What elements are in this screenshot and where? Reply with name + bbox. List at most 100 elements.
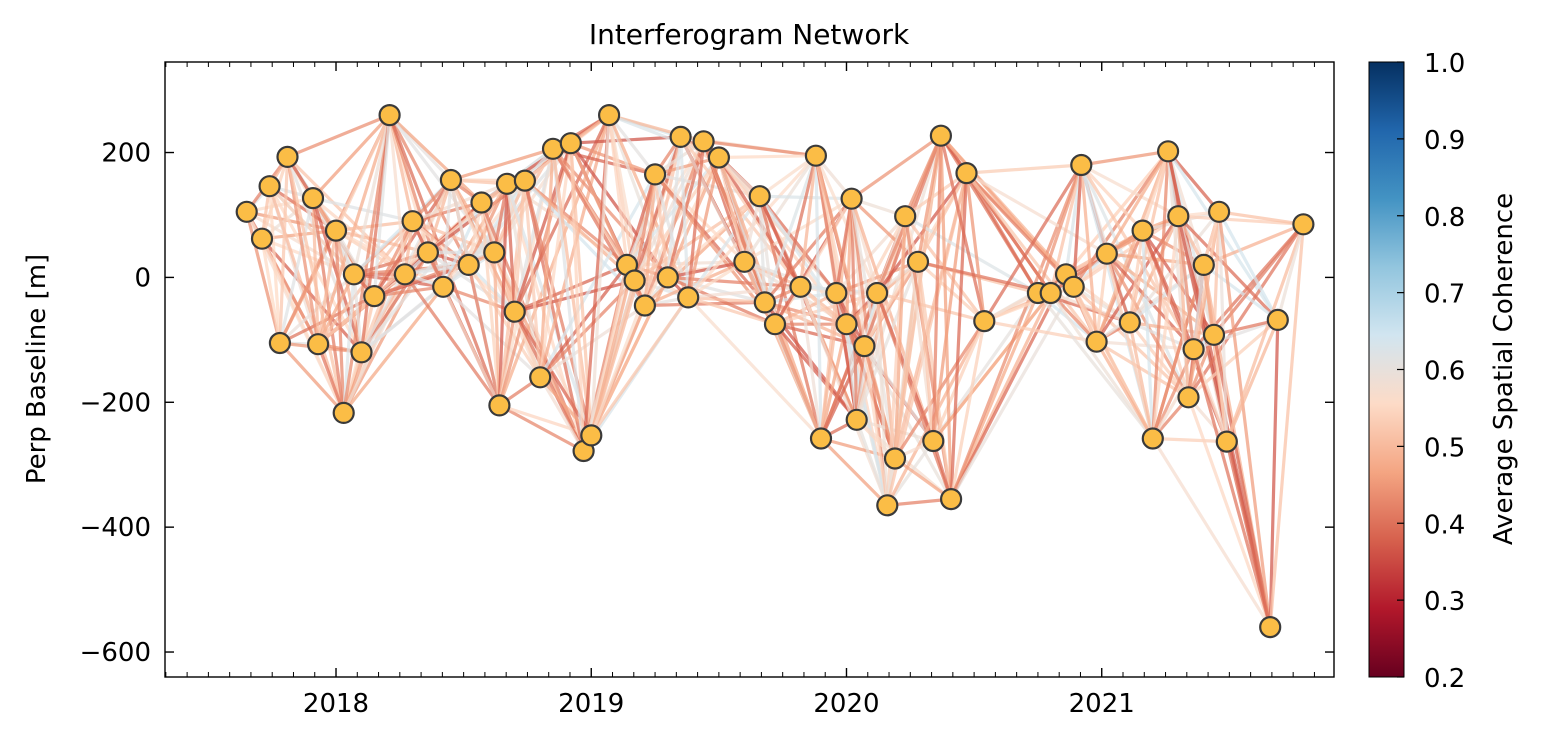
network-edge <box>538 375 586 453</box>
network-edge <box>551 147 586 453</box>
network-edge <box>949 171 969 501</box>
network-edge <box>964 171 1109 256</box>
network-edge <box>1036 163 1083 295</box>
network-edge <box>844 322 889 507</box>
network-edge <box>513 141 573 314</box>
network-edge <box>666 155 721 279</box>
network-edge <box>1094 340 1191 399</box>
network-edge <box>819 322 849 441</box>
network-edge <box>653 172 670 279</box>
network-edge <box>403 250 496 276</box>
network-edge <box>939 134 953 501</box>
acquisition-node <box>332 401 355 424</box>
network-edge <box>1176 214 1191 399</box>
network-edge <box>949 163 1083 501</box>
network-edge <box>441 200 484 289</box>
network-edge <box>1140 229 1155 441</box>
network-edge <box>352 113 392 276</box>
network-edge <box>903 134 943 218</box>
network-edge <box>311 196 415 223</box>
network-edge <box>1151 214 1180 441</box>
network-edge <box>814 154 823 441</box>
acquisition-node <box>1070 153 1093 177</box>
network-edge <box>798 285 823 441</box>
acquisition-node <box>350 341 373 364</box>
network-edge <box>1105 252 1196 351</box>
network-edge <box>497 182 509 407</box>
network-edge <box>513 179 527 314</box>
network-edge <box>855 260 920 422</box>
network-edge <box>1049 291 1155 441</box>
network-edge <box>311 196 320 346</box>
network-edge <box>1225 440 1272 629</box>
network-edge <box>551 147 593 437</box>
colorbar-tick-label: 0.7 <box>1424 280 1465 310</box>
network-edge <box>268 184 282 345</box>
acquisition-node <box>656 266 679 289</box>
network-edge <box>903 214 1040 295</box>
network-edge <box>1140 149 1170 233</box>
network-edge <box>1105 149 1170 256</box>
acquisition-node <box>825 281 848 305</box>
network-edge <box>773 322 859 422</box>
network-edge <box>931 319 986 443</box>
acquisition-node <box>1062 275 1085 298</box>
acquisition-node <box>840 187 863 210</box>
network-edge <box>916 260 935 443</box>
network-edge <box>1217 210 1280 322</box>
network-edge <box>686 295 767 304</box>
network-edge <box>1079 163 1099 344</box>
network-edge <box>849 197 935 443</box>
acquisition-node <box>1259 615 1282 639</box>
network-edge <box>763 197 854 304</box>
colorbar-tick-label: 1.0 <box>1424 49 1465 79</box>
colorbar-tick-label: 0.8 <box>1424 203 1465 233</box>
network-edge <box>1191 347 1272 629</box>
network-edge <box>1166 149 1221 214</box>
network-edge <box>1128 320 1155 441</box>
acquisition-node <box>378 103 401 127</box>
network-edge <box>1217 210 1272 629</box>
network-edge <box>1094 340 1196 351</box>
acquisition-node <box>1085 330 1108 353</box>
network-edge <box>849 197 859 422</box>
network-edge <box>607 113 657 176</box>
network-edge <box>492 182 509 254</box>
acquisition-node <box>513 169 537 192</box>
y-tick-label: −400 <box>80 513 151 543</box>
network-edge <box>632 172 657 283</box>
network-edge <box>1151 149 1170 441</box>
acquisition-node <box>1039 281 1062 305</box>
network-edge <box>653 172 747 264</box>
network-edge <box>1064 149 1170 276</box>
acquisition-node <box>1207 200 1231 223</box>
network-edge <box>334 229 430 254</box>
network-edge <box>441 178 453 289</box>
acquisition-node <box>804 144 828 167</box>
acquisition-node <box>973 310 996 333</box>
network-edge <box>359 250 430 354</box>
acquisition-node <box>1118 311 1141 334</box>
network-edge <box>372 178 453 298</box>
acquisition-node <box>268 331 291 355</box>
x-tick-label: 2018 <box>303 689 369 719</box>
network-edge <box>1094 340 1155 441</box>
network-edge <box>1225 222 1306 444</box>
acquisition-node <box>853 335 876 358</box>
network-edge <box>686 194 762 299</box>
acquisition-node <box>393 263 416 286</box>
network-edge <box>893 171 969 461</box>
acquisition-node <box>929 124 953 147</box>
network-edge <box>1176 214 1196 351</box>
network-edge <box>875 291 889 507</box>
acquisition-node <box>416 241 439 264</box>
network-edge <box>1036 291 1155 441</box>
acquisition-node <box>597 103 621 127</box>
network-edge <box>334 229 346 415</box>
network-edge <box>763 154 818 304</box>
network-edge <box>372 285 445 298</box>
acquisition-node <box>1156 140 1180 163</box>
network-edge <box>717 154 818 160</box>
network-edge <box>449 147 555 182</box>
